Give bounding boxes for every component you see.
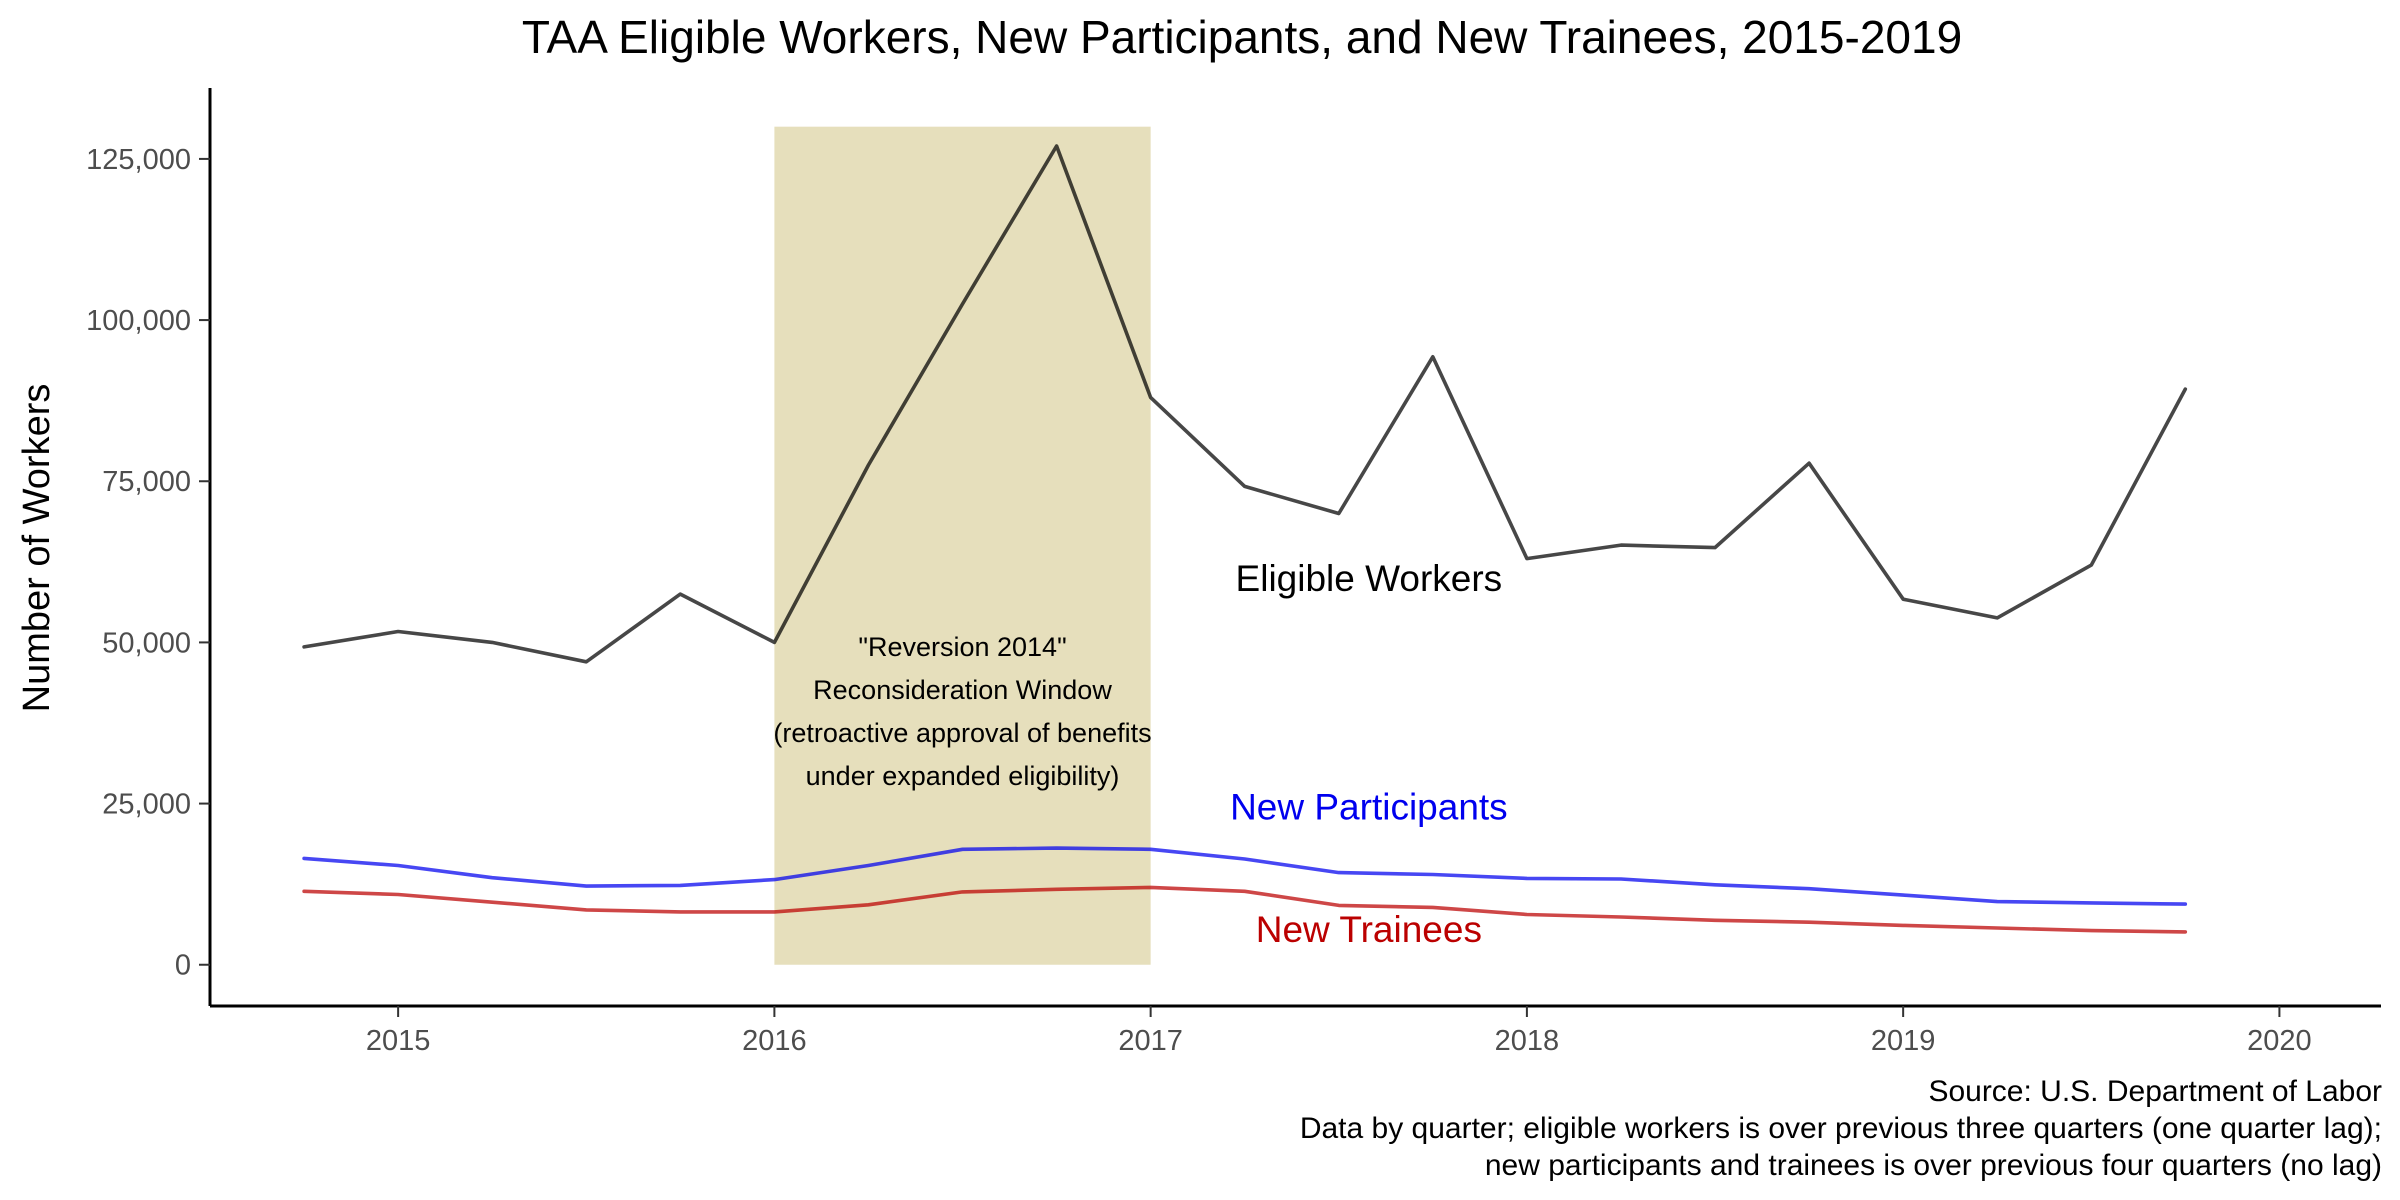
shaded-region-label-line: "Reversion 2014"	[858, 632, 1066, 662]
caption-line: Source: U.S. Department of Labor	[1928, 1075, 2382, 1108]
x-tick-label: 2020	[2247, 1025, 2312, 1057]
series-label-new-trainees: New Trainees	[1256, 909, 1482, 950]
shaded-region	[774, 126, 1151, 965]
series-line-eligible-workers	[302, 144, 2188, 664]
y-tick-label: 25,000	[102, 789, 191, 821]
shaded-region-label-line: (retroactive approval of benefits	[773, 718, 1151, 748]
source-caption: Source: U.S. Department of Labor Data by …	[1300, 1075, 2382, 1182]
x-tick-label: 2016	[742, 1025, 807, 1057]
x-tick-label: 2017	[1118, 1025, 1183, 1057]
chart-title: TAA Eligible Workers, New Participants, …	[522, 11, 1962, 63]
series-label-new-participants: New Participants	[1230, 787, 1508, 828]
y-axis-label: Number of Workers	[16, 384, 58, 713]
x-tick-label: 2018	[1495, 1025, 1560, 1057]
series-label-eligible-workers: Eligible Workers	[1236, 558, 1503, 599]
x-tick-label: 2019	[1871, 1025, 1936, 1057]
y-tick-label: 0	[175, 950, 191, 982]
axes	[208, 88, 2381, 1008]
shaded-region-label-line: Reconsideration Window	[813, 675, 1112, 705]
x-tick-label: 2015	[366, 1025, 431, 1057]
y-tick-label: 50,000	[102, 627, 191, 659]
caption-line: new participants and trainees is over pr…	[1485, 1149, 2382, 1182]
series-labels: Eligible Workers New Participants New Trai…	[1230, 558, 1508, 950]
series-line-new-trainees	[302, 885, 2188, 934]
series-lines	[302, 144, 2188, 934]
shaded-region-label-line: under expanded eligibility)	[806, 761, 1120, 791]
series-line-new-participants	[302, 846, 2188, 906]
caption-line: Data by quarter; eligible workers is ove…	[1300, 1112, 2382, 1145]
axis-ticks: 0 25,000 50,000 75,000 100,000 125,000 2015 201…	[86, 144, 2311, 1057]
y-tick-label: 100,000	[86, 305, 191, 337]
y-tick-label: 75,000	[102, 466, 191, 498]
y-tick-label: 125,000	[86, 144, 191, 176]
reconsideration-window: "Reversion 2014" Reconsideration Window (r…	[773, 126, 1152, 965]
